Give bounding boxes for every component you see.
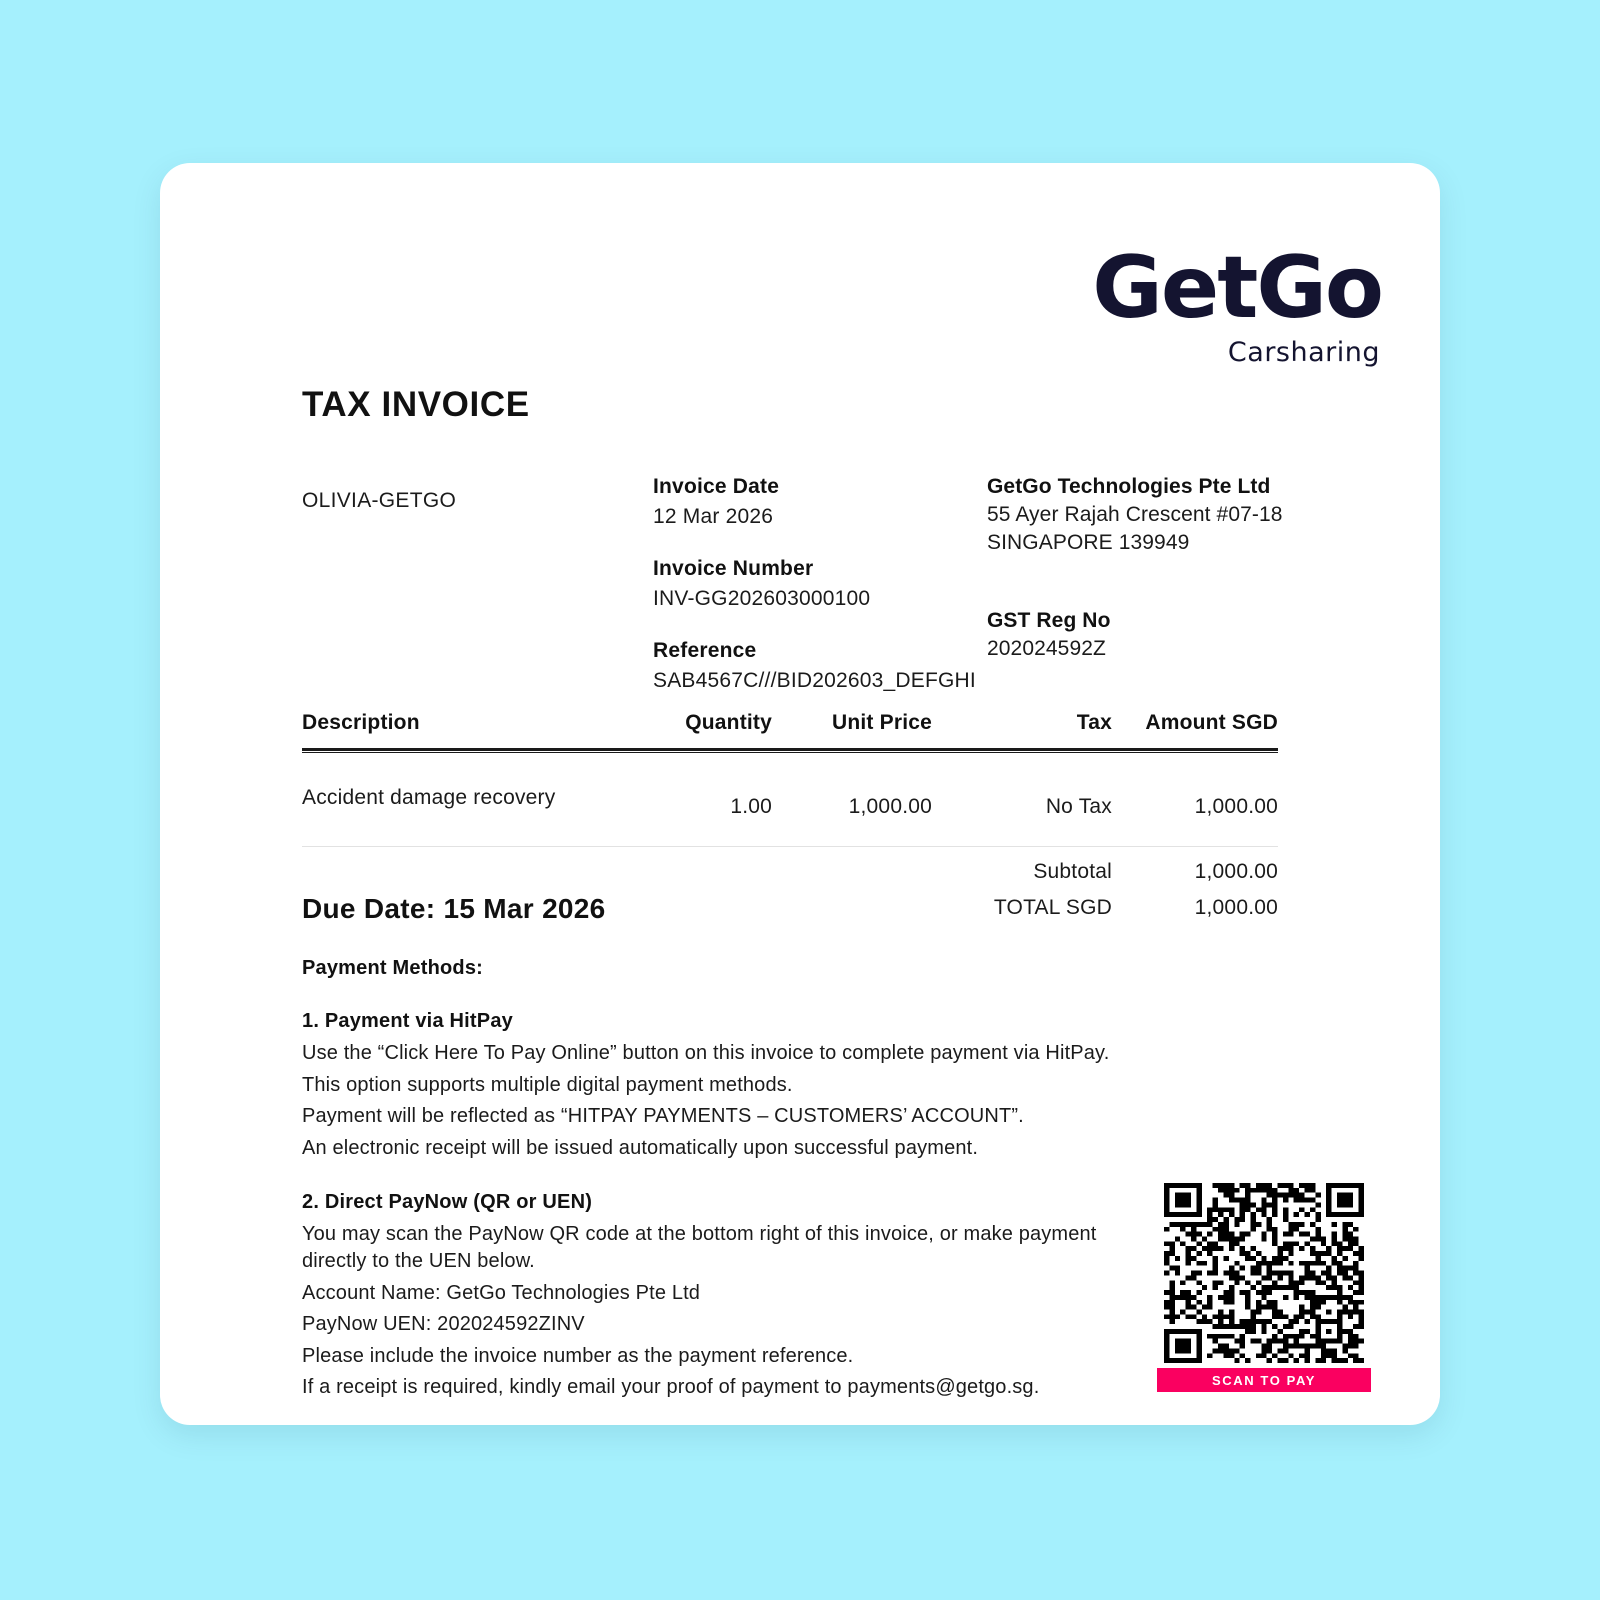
paynow-qr-block: SCAN TO PAY [1157,1183,1371,1392]
table-header-rule-secondary [302,752,1278,753]
qr-code-icon [1164,1183,1364,1363]
scan-to-pay-banner: SCAN TO PAY [1157,1368,1371,1392]
cell-unit-price: 1,000.00 [848,795,932,818]
payment-methods-section: Payment Methods: 1. Payment via HitPay U… [302,957,1162,1401]
customer-name: OLIVIA-GETGO [302,489,457,512]
payment-method-2-line: If a receipt is required, kindly email y… [302,1376,1040,1399]
payment-method-1-title: 1. Payment via HitPay [302,1010,513,1032]
payment-method-hitpay: 1. Payment via HitPay Use the “Click Her… [302,1010,1162,1161]
company-address-line-1: 55 Ayer Rajah Crescent #07-18 [987,503,1283,526]
gst-label: GST Reg No [987,609,1111,632]
column-header-quantity: Quantity [685,711,772,734]
field-label: Reference [653,639,757,662]
payment-method-2-line: Please include the invoice number as the… [302,1344,854,1367]
company-details: GetGo Technologies Pte Ltd 55 Ayer Rajah… [987,475,1317,661]
logo-wordmark: GetGo [1092,238,1384,338]
total-value: 1,000.00 [1194,896,1278,919]
column-header-tax: Tax [1076,711,1112,734]
invoice-card: GetGo Carsharing TAX INVOICE OLIVIA-GETG… [160,163,1440,1425]
table-row: Accident damage recovery 1.00 1,000.00 N… [302,747,1278,845]
payment-methods-heading: Payment Methods: [302,957,484,979]
payment-method-2-line: PayNow UEN: 202024592ZINV [302,1313,585,1336]
payment-method-1-line: Payment will be reflected as “HITPAY PAY… [302,1105,1024,1128]
totals-row-subtotal: Subtotal 1,000.00 [302,860,1278,884]
field-invoice-date: Invoice Date 12 Mar 2026 [653,475,953,529]
payment-method-paynow: 2. Direct PayNow (QR or UEN) You may sca… [302,1191,1162,1401]
cell-tax: No Tax [1045,795,1112,818]
payment-method-1-line: This option supports multiple digital pa… [302,1073,793,1096]
gst-value: 202024592Z [987,637,1106,660]
column-header-description: Description [302,711,420,734]
subtotal-value: 1,000.00 [1194,860,1278,883]
company-address-line-2: SINGAPORE 139949 [987,531,1190,554]
total-label: TOTAL SGD [993,896,1112,919]
totals-row-total: TOTAL SGD 1,000.00 [302,896,1278,920]
subtotal-label: Subtotal [1033,860,1112,883]
field-value: INV-GG202603000100 [653,587,871,610]
payment-method-1-line: An electronic receipt will be issued aut… [302,1136,979,1159]
line-items-table: Description Quantity Unit Price Tax Amou… [302,711,1278,845]
invoice-fields: Invoice Date 12 Mar 2026 Invoice Number … [653,475,976,721]
cell-quantity: 1.00 [730,795,772,818]
table-header-row: Description Quantity Unit Price Tax Amou… [302,711,1278,747]
gst-group: GST Reg No 202024592Z [987,609,1317,661]
field-value: 12 Mar 2026 [653,505,774,528]
payment-method-2-title: 2. Direct PayNow (QR or UEN) [302,1191,593,1214]
table-header-rule [302,748,1278,751]
due-date: Due Date: 15 Mar 2026 [302,893,606,924]
field-label: Invoice Date [653,475,780,498]
company-name: GetGo Technologies Pte Ltd [987,475,1271,498]
payment-method-2-line: You may scan the PayNow QR code at the b… [302,1223,1097,1272]
column-header-unit-price: Unit Price [831,711,932,734]
page-title: TAX INVOICE [302,385,530,424]
field-label: Invoice Number [653,557,814,580]
scan-to-pay-label: SCAN TO PAY [1211,1372,1317,1388]
field-value: SAB4567C///BID202603_DEFGHI [653,669,976,692]
logo-tagline: Carsharing [1227,337,1380,368]
column-header-amount: Amount SGD [1145,711,1278,734]
payment-method-1-line: Use the “Click Here To Pay Online” butto… [302,1042,1110,1064]
getgo-logo: GetGo Carsharing [1092,238,1384,368]
table-row-divider [302,846,1278,847]
cell-amount: 1,000.00 [1194,795,1278,818]
totals-block: Subtotal 1,000.00 TOTAL SGD 1,000.00 [302,860,1278,932]
payment-method-2-line: Account Name: GetGo Technologies Pte Ltd [302,1281,701,1304]
field-invoice-number: Invoice Number INV-GG202603000100 [653,557,953,611]
cell-description: Accident damage recovery [302,786,556,809]
field-reference: Reference SAB4567C///BID202603_DEFGHI [653,639,976,693]
